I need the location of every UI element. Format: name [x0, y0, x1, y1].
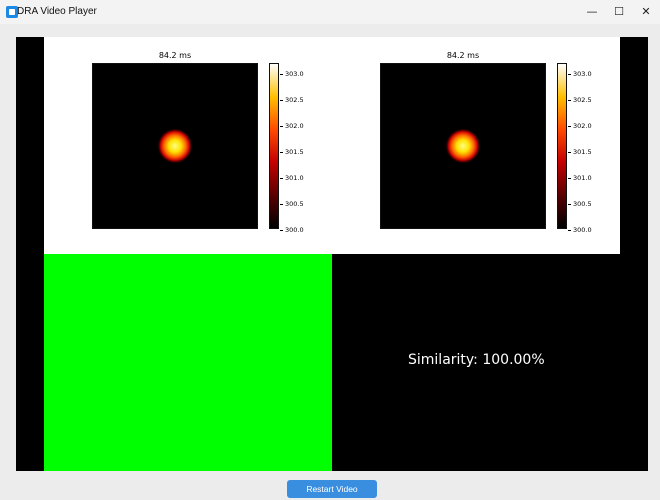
left-colorbar-tick: 300.0 — [280, 226, 304, 234]
left-colorbar-tick: 303.0 — [280, 70, 304, 78]
similarity-panel: Similarity: 100.00% — [332, 254, 620, 471]
right-plot-title: 84.2 ms — [446, 51, 480, 60]
mask-panel — [44, 254, 332, 471]
left-plot-title: 84.2 ms — [158, 51, 192, 60]
right-colorbar — [557, 63, 567, 229]
left-colorbar-tick: 301.0 — [280, 174, 304, 182]
right-hotspot — [445, 128, 481, 164]
app-icon — [6, 6, 18, 18]
maximize-icon[interactable]: ☐ — [614, 5, 624, 18]
restart-video-button[interactable]: Restart Video — [287, 480, 377, 498]
left-colorbar-tick: 301.5 — [280, 148, 304, 156]
left-hotspot — [157, 128, 193, 164]
right-colorbar-tick: 300.5 — [568, 200, 592, 208]
right-colorbar-tick: 301.5 — [568, 148, 592, 156]
title-bar: DRA Video Player — ☐ ✕ — [0, 0, 660, 24]
plot-panel: 84.2 ms 303.0 3 — [44, 37, 620, 254]
right-colorbar-tick: 302.0 — [568, 122, 592, 130]
video-frame: 84.2 ms 303.0 3 — [16, 37, 648, 471]
main-content: 84.2 ms 303.0 3 — [0, 24, 660, 500]
window-title: DRA Video Player — [17, 6, 97, 17]
close-icon[interactable]: ✕ — [641, 5, 651, 18]
right-colorbar-tick: 303.0 — [568, 70, 592, 78]
minimize-icon[interactable]: — — [586, 5, 598, 18]
left-colorbar — [269, 63, 279, 229]
left-heatmap — [92, 63, 258, 229]
right-colorbar-tick: 301.0 — [568, 174, 592, 182]
left-colorbar-tick: 300.5 — [280, 200, 304, 208]
left-colorbar-tick: 302.0 — [280, 122, 304, 130]
left-colorbar-tick: 302.5 — [280, 96, 304, 104]
similarity-readout: Similarity: 100.00% — [408, 352, 545, 368]
right-colorbar-tick: 302.5 — [568, 96, 592, 104]
right-heatmap — [380, 63, 546, 229]
right-colorbar-tick: 300.0 — [568, 226, 592, 234]
